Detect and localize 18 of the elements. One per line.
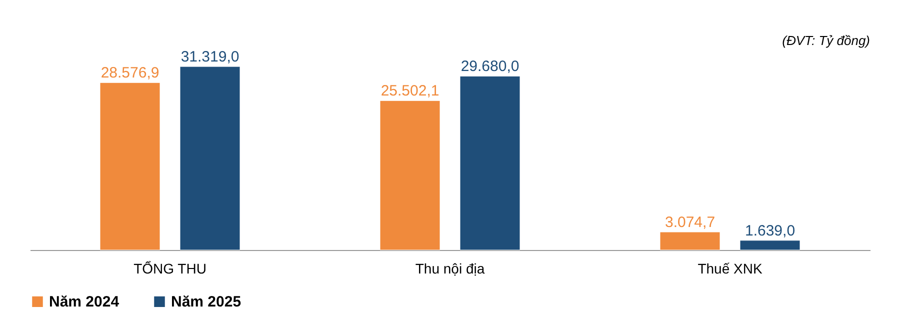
- data-label: 3.074,7: [664, 214, 716, 231]
- bar: [660, 232, 720, 250]
- bar: [100, 82, 160, 250]
- bar: [740, 240, 800, 250]
- bar: [380, 100, 440, 250]
- data-label: 25.502,1: [380, 82, 440, 100]
- legend-label: Năm 2024: [49, 294, 120, 311]
- x-tick-label: Thuế XNK: [698, 260, 763, 276]
- text: (ĐVT: Tỷ đồng): [782, 33, 870, 48]
- x-tick-label: Thu nội địa: [415, 260, 485, 276]
- data-label: 31.319,0: [180, 48, 240, 66]
- data-label: 28.576,9: [100, 64, 160, 82]
- data-label: 1.639,0: [744, 222, 796, 240]
- bar: [460, 76, 520, 250]
- legend-label: Năm 2025: [171, 294, 242, 311]
- data-label: 29.680,0: [460, 58, 520, 76]
- x-tick-label: TỔNG THU: [134, 260, 206, 276]
- bar: [180, 66, 240, 250]
